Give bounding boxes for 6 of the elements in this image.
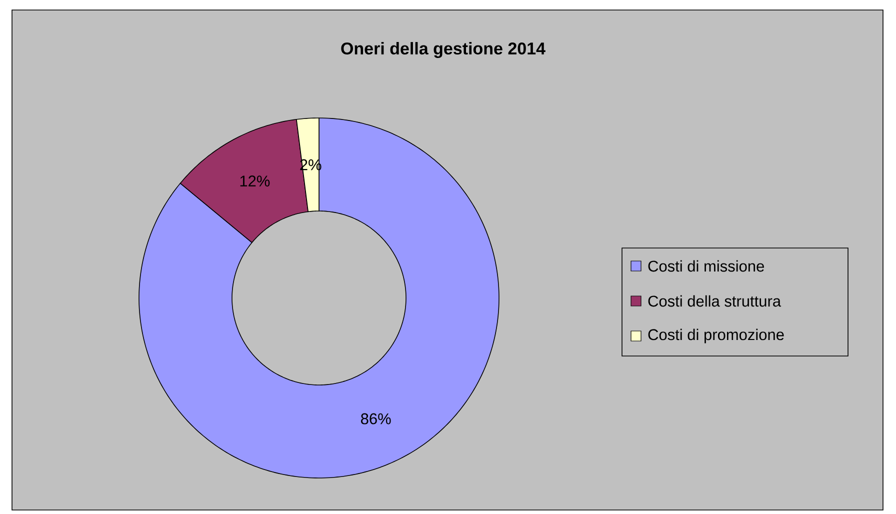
chart-title: Oneri della gestione 2014 <box>341 42 546 58</box>
legend-label: Costi di missione <box>648 260 764 272</box>
data-label: 12% <box>240 176 270 186</box>
legend-label: Costi della struttura <box>648 295 782 307</box>
legend-label: Costi di promozione <box>648 328 784 344</box>
data-label: 86% <box>361 413 391 424</box>
